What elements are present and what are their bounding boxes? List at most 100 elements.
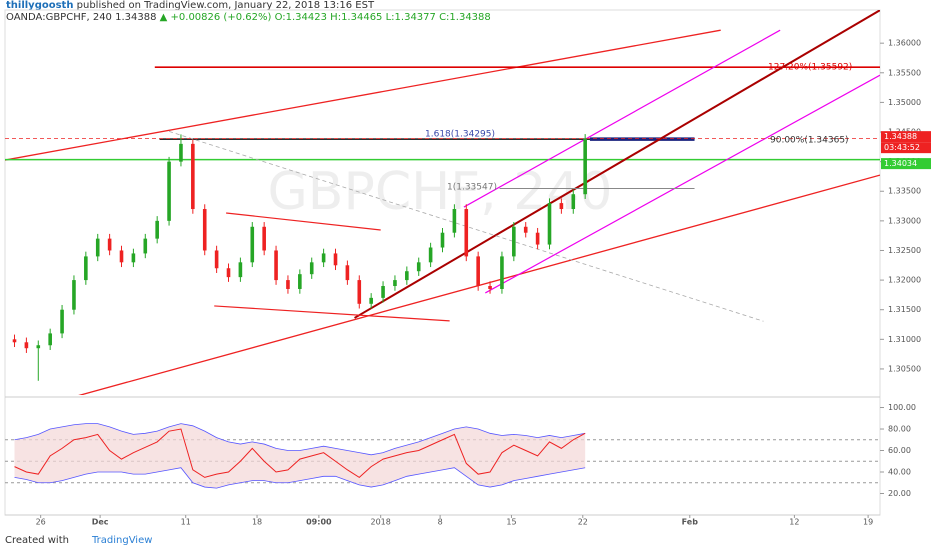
x-tick-label: 22 <box>578 518 588 527</box>
candle-body <box>84 256 88 281</box>
author[interactable]: thillygoosth <box>6 0 74 11</box>
price-label: 1.34034 <box>884 159 917 168</box>
price-label: 1.34388 <box>884 132 917 141</box>
header: thillygoosth published on TradingView.co… <box>6 0 491 24</box>
candle-body <box>95 238 100 257</box>
candle-body <box>107 238 112 251</box>
band-line <box>14 467 586 489</box>
y-tick-label: 1.32000 <box>888 276 921 285</box>
candle-body <box>48 333 52 346</box>
price-label-box <box>881 142 931 154</box>
x-tick-label: 15 <box>506 518 516 527</box>
candle-body <box>547 203 552 245</box>
candle-body <box>286 280 290 289</box>
candle-body <box>274 250 278 281</box>
candle-body <box>202 209 207 251</box>
candle-body <box>523 226 528 233</box>
candle-body <box>369 297 373 304</box>
y-tick-label: 1.33500 <box>888 187 921 196</box>
candle-body <box>357 280 362 304</box>
y-tick-label: 1.31000 <box>888 335 921 344</box>
published: published on TradingView.com, January 22… <box>76 0 375 11</box>
candle-body <box>512 226 516 257</box>
trend-line <box>226 212 381 231</box>
candle-body <box>393 280 397 287</box>
candle-body <box>405 271 409 281</box>
candle-body <box>428 247 433 263</box>
y-tick-label: 20.00 <box>888 489 911 498</box>
candle-body <box>250 226 255 263</box>
candle-body <box>60 309 64 334</box>
candle-body <box>191 143 195 210</box>
candle-body <box>167 161 171 221</box>
footer-created: Created with <box>5 535 69 546</box>
candle-body <box>535 232 540 245</box>
candle-body <box>238 262 243 278</box>
y-tick-label: 100.00 <box>888 403 916 412</box>
x-tick-label: 2018 <box>370 518 390 527</box>
band-line <box>14 423 586 456</box>
candle-body <box>72 280 76 310</box>
x-tick-label: 8 <box>438 518 443 527</box>
price-label-box <box>881 158 931 170</box>
x-tick-label: Feb <box>682 518 699 527</box>
x-tick-label: 11 <box>181 518 191 527</box>
ohlc: O:1.34423 H:1.34465 L:1.34377 C:1.34388 <box>274 12 491 23</box>
candle-body <box>12 339 17 343</box>
candle-body <box>214 250 219 269</box>
candle-body <box>488 286 492 289</box>
trend-line <box>463 29 781 208</box>
candle-body <box>36 345 41 349</box>
trend-line <box>354 10 880 319</box>
fib-label: 1.618(1.34295) <box>425 130 495 140</box>
last: 1.34388 <box>115 12 157 23</box>
x-tick-label: 12 <box>789 518 799 527</box>
candle-body <box>179 143 183 162</box>
price-label: 03:43:52 <box>884 143 920 152</box>
change: ▲ +0.00826 (+0.62%) <box>159 12 272 23</box>
trend-line <box>168 131 764 322</box>
symbol: OANDA:GBPCHF, 240 <box>6 12 112 23</box>
x-tick-label: 09:00 <box>306 518 332 527</box>
candle-body <box>440 232 445 248</box>
watermark: GBPCHF, 240 <box>268 162 613 222</box>
candle-body <box>321 253 326 263</box>
candle-body <box>476 256 480 287</box>
candle-body <box>345 265 350 281</box>
candle-body <box>119 250 124 263</box>
candle-body <box>298 274 302 289</box>
candle-body <box>131 253 136 263</box>
candle-body <box>559 203 564 210</box>
y-tick-label: 1.36000 <box>888 39 921 48</box>
candle-body <box>452 209 457 233</box>
candle-body <box>309 262 314 275</box>
y-tick-label: 40.00 <box>888 468 911 477</box>
candle-body <box>500 256 504 289</box>
candle-body <box>416 262 421 272</box>
x-tick-label: Dec <box>92 518 109 527</box>
footer-brand[interactable]: TradingView <box>91 535 152 546</box>
candle-body <box>381 286 385 298</box>
y-tick-label: 1.31500 <box>888 305 921 314</box>
fib-label: 90.00%(1.34365) <box>770 136 849 146</box>
candle-body <box>226 268 231 278</box>
fib-label: 1(1.33547) <box>447 183 497 193</box>
candle-body <box>571 194 576 210</box>
y-tick-label: 1.35500 <box>888 68 921 77</box>
price-label-box <box>881 131 931 143</box>
x-tick-label: 18 <box>252 518 262 527</box>
trend-line <box>214 305 450 322</box>
candle-body <box>155 220 159 239</box>
y-tick-label: 1.30500 <box>888 364 921 373</box>
y-tick-label: 80.00 <box>888 425 911 434</box>
indicator-line <box>14 428 586 479</box>
candle-body <box>24 342 29 349</box>
trend-line <box>485 74 880 294</box>
y-tick-label: 60.00 <box>888 446 911 455</box>
candle-body <box>583 138 587 195</box>
candle-body <box>464 209 469 257</box>
y-tick-label: 1.32500 <box>888 246 921 255</box>
y-tick-label: 1.33000 <box>888 216 921 225</box>
